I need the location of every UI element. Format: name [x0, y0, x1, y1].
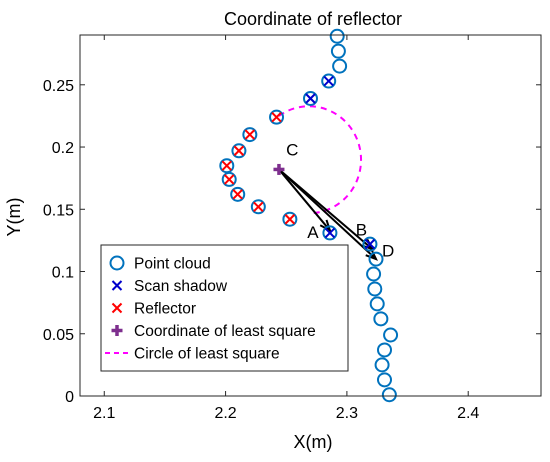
reflector-marker: [271, 111, 282, 123]
x-tick-label: 2.2: [214, 405, 236, 422]
point-cloud-marker: [366, 266, 382, 282]
y-tick-label: 0.15: [43, 202, 74, 219]
x-tick-label: 2.4: [457, 405, 479, 422]
scan-shadow-marker-stroke: [323, 75, 334, 87]
legend-scan-shadow-symbol-stroke: [111, 280, 123, 291]
reflector-marker-stroke: [224, 174, 235, 185]
point-cloud-marker: [373, 311, 389, 327]
point-cloud-marker: [368, 251, 384, 267]
annotation-label: C: [286, 141, 298, 160]
y-axis-label: Y(m): [4, 198, 24, 237]
reflector-marker: [232, 189, 243, 200]
point-cloud-marker: [367, 281, 383, 297]
point-cloud-marker: [321, 73, 337, 89]
y-tick-label: 0.25: [43, 78, 74, 95]
y-tick-label: 0.2: [52, 140, 74, 157]
reflector-marker: [244, 129, 256, 140]
reflector-marker: [253, 201, 264, 212]
legend-circle-of-least-square-label: Circle of least square: [134, 346, 280, 363]
legend-box: [100, 244, 349, 372]
scan-shadow-marker: [364, 238, 376, 250]
point-cloud-marker: [381, 387, 397, 403]
plot-border: [79, 34, 542, 397]
point-cloud-marker: [221, 171, 237, 187]
scan-shadow-marker: [324, 227, 336, 239]
reflector-marker: [221, 160, 232, 171]
point-cloud-marker: [377, 372, 393, 388]
scan-shadow-marker-stroke: [305, 93, 316, 104]
scan-shadow-marker-stroke: [364, 238, 376, 250]
reflector-marker-stroke: [233, 145, 245, 156]
vector-arrow-line: [278, 168, 331, 232]
annotation-label: B: [356, 220, 367, 239]
y-tick-label: 0: [65, 389, 74, 406]
point-cloud-marker: [242, 127, 258, 143]
vector-arrow-head: [319, 219, 332, 233]
reflector-marker: [284, 214, 296, 225]
point-cloud-marker: [374, 357, 390, 373]
legend-reflector-symbol: [111, 302, 123, 314]
x-tick-label: 2.3: [336, 405, 358, 422]
point-cloud-marker: [250, 199, 266, 215]
point-cloud-marker: [269, 109, 285, 125]
legend-scan-shadow-symbol: [111, 280, 123, 291]
point-cloud-marker: [303, 90, 318, 106]
legend-reflector-label: Reflector: [134, 301, 196, 318]
legend: Point cloud Scan shadow Reflector Coordinat…: [100, 244, 349, 372]
point-cloud-marker: [332, 58, 348, 74]
reflector-marker: [224, 174, 235, 185]
point-cloud-marker: [329, 28, 345, 44]
point-cloud-marker: [231, 143, 247, 159]
y-tick-label: 0.05: [43, 327, 74, 344]
annotation-label: D: [382, 242, 394, 261]
y-tick-label: 0.1: [52, 265, 74, 282]
legend-reflector-symbol-stroke: [111, 302, 123, 314]
vector-arrow-line: [278, 168, 377, 260]
legend-point-cloud-label: Point cloud: [134, 256, 211, 273]
reflector-marker-stroke: [253, 201, 264, 212]
x-axis-label: X(m): [294, 432, 333, 452]
point-cloud-marker: [377, 342, 393, 358]
scan-shadow-marker: [305, 93, 316, 104]
legend-coordinate-of-least-square-symbol: [111, 325, 123, 336]
x-tick-label: 2.1: [93, 405, 115, 422]
scan-shadow-marker-stroke: [324, 227, 336, 239]
point-cloud-marker: [369, 296, 385, 312]
reflector-marker-stroke: [271, 111, 282, 123]
point-cloud-marker: [383, 327, 399, 343]
chart-title: Coordinate of reflector: [224, 9, 402, 29]
legend-scan-shadow-label: Scan shadow: [134, 278, 228, 295]
legend-point-cloud-symbol: [109, 255, 125, 271]
point-cloud-marker: [330, 43, 346, 59]
scan-shadow-marker: [323, 75, 334, 87]
least-square-circle: [278, 105, 363, 215]
reflector-marker: [233, 145, 245, 156]
point-cloud-marker: [362, 236, 378, 252]
reflector-marker-stroke: [284, 214, 296, 225]
reflector-marker-stroke: [221, 160, 232, 171]
coordinate-of-least-square-marker: [273, 163, 285, 175]
reflector-marker-stroke: [244, 129, 256, 140]
point-cloud-marker: [282, 211, 298, 227]
point-cloud-marker: [219, 158, 235, 174]
reflector-marker-stroke: [232, 189, 243, 200]
legend-coordinate-of-least-square-label: Coordinate of least square: [134, 323, 316, 340]
annotation-label: A: [307, 223, 319, 242]
point-cloud-marker: [322, 225, 338, 241]
point-cloud-marker: [230, 186, 246, 202]
